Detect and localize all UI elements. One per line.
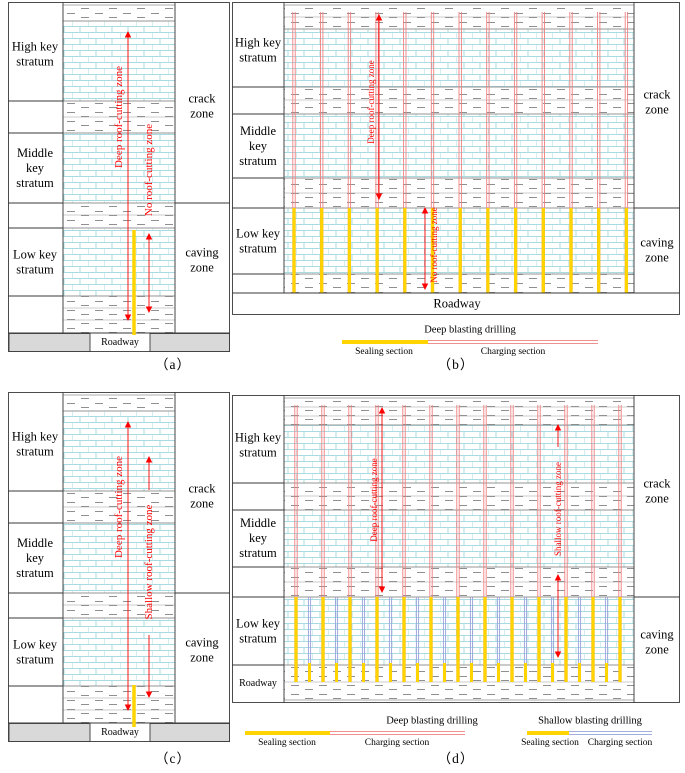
legend-line-shallow-d <box>527 731 652 735</box>
crack-zone-label: crack zone <box>643 476 671 505</box>
crack-zone-label: crack zone <box>188 481 216 510</box>
panel-b-drawing <box>232 2 680 344</box>
panel-a-drawing <box>8 2 230 352</box>
legend-sealing-label-deep: Sealing section <box>258 738 316 748</box>
panel-c: High key stratum Middle key stratum Low … <box>8 392 230 744</box>
high-key-stratum-label: High key stratum <box>234 430 282 459</box>
caption-d: （d） <box>437 751 475 766</box>
strata-layers-a <box>62 4 176 334</box>
roadway-label: Roadway <box>433 296 481 311</box>
roadway-label: Roadway <box>101 727 139 739</box>
high-key-stratum-label: High key stratum <box>11 429 59 458</box>
legend-charging-label-deep: Charging section <box>364 738 430 748</box>
legend-line-deep-d <box>245 731 465 735</box>
middle-key-stratum-label: Middle key stratum <box>16 145 54 190</box>
deep-roof-cutting-zone-label: Deep roof-cutting zone <box>113 65 125 169</box>
legend-shallow-title: Shallow blasting drilling <box>538 715 642 727</box>
panel-c-drawing <box>8 392 230 742</box>
caving-zone-label: caving zone <box>640 235 674 264</box>
frame-b <box>232 2 680 315</box>
panel-b: High key stratum Middle key stratum Low … <box>232 2 680 360</box>
caption-b: （b） <box>437 357 475 372</box>
crack-zone-label: crack zone <box>188 91 216 120</box>
no-roof-cutting-zone-label: No roof-cutting zone <box>143 123 155 217</box>
panel-a: High key stratum Middle key stratum Low … <box>8 2 230 352</box>
shallow-roof-cutting-zone-label: Shallow roof-cutting zone <box>553 462 563 556</box>
panel-d-drawing <box>232 395 680 735</box>
no-roof-cutting-zone-label: No roof-cutting zone <box>429 207 439 283</box>
zone-arrows-b <box>375 13 429 291</box>
zone-arrows-d <box>378 406 562 659</box>
crack-zone-label: crack zone <box>643 87 671 116</box>
strata-layers-c <box>62 394 176 724</box>
caving-zone-label: caving zone <box>185 635 219 664</box>
legend-deep-title: Deep blasting drilling <box>386 715 478 727</box>
roadway-blocks-c <box>8 723 230 742</box>
middle-key-stratum-label: Middle key stratum <box>239 515 277 560</box>
low-key-stratum-label: Low key stratum <box>12 247 58 276</box>
middle-key-stratum-label: Middle key stratum <box>239 123 277 168</box>
deep-roof-cutting-zone-label: Deep roof-cutting zone <box>369 458 379 542</box>
high-key-stratum-label: High key stratum <box>11 39 59 68</box>
middle-key-stratum-label: Middle key stratum <box>16 535 54 580</box>
low-key-stratum-label: Low key stratum <box>235 226 281 255</box>
drill-lines-d <box>294 405 622 682</box>
frame-d <box>232 395 680 703</box>
zone-arrows-a <box>124 30 153 322</box>
high-key-stratum-label: High key stratum <box>234 35 282 64</box>
caption-c: （c） <box>155 751 191 766</box>
low-key-stratum-label: Low key stratum <box>235 616 281 645</box>
legend-charging-label: Charging section <box>480 347 546 357</box>
roadway-label: Roadway <box>239 678 277 690</box>
legend-line-deep-b <box>342 340 598 344</box>
low-key-stratum-label: Low key stratum <box>12 637 58 666</box>
legend-charging-label-shallow: Charging section <box>587 738 653 748</box>
zone-arrows-c <box>124 420 153 712</box>
caving-zone-label: caving zone <box>640 627 674 656</box>
roadway-label: Roadway <box>101 337 139 349</box>
caption-a: （a） <box>155 357 191 372</box>
deep-roof-cutting-zone-label: Deep roof-cutting zone <box>366 60 376 144</box>
frame-a <box>8 2 230 352</box>
deep-roof-cutting-zone-label: Deep roof-cutting zone <box>113 455 125 559</box>
caving-zone-label: caving zone <box>185 245 219 274</box>
shallow-roof-cutting-zone-label: Shallow roof-cutting zone <box>143 504 155 620</box>
legend-deep-title: Deep blasting drilling <box>424 324 516 336</box>
legend-sealing-label-shallow: Sealing section <box>521 738 579 748</box>
strata-layers-b <box>283 4 635 294</box>
legend-sealing-label: Sealing section <box>355 347 413 357</box>
roadway-blocks-a <box>8 333 230 352</box>
panel-d: High key stratum Middle key stratum Low … <box>232 395 680 748</box>
frame-c <box>8 392 230 742</box>
